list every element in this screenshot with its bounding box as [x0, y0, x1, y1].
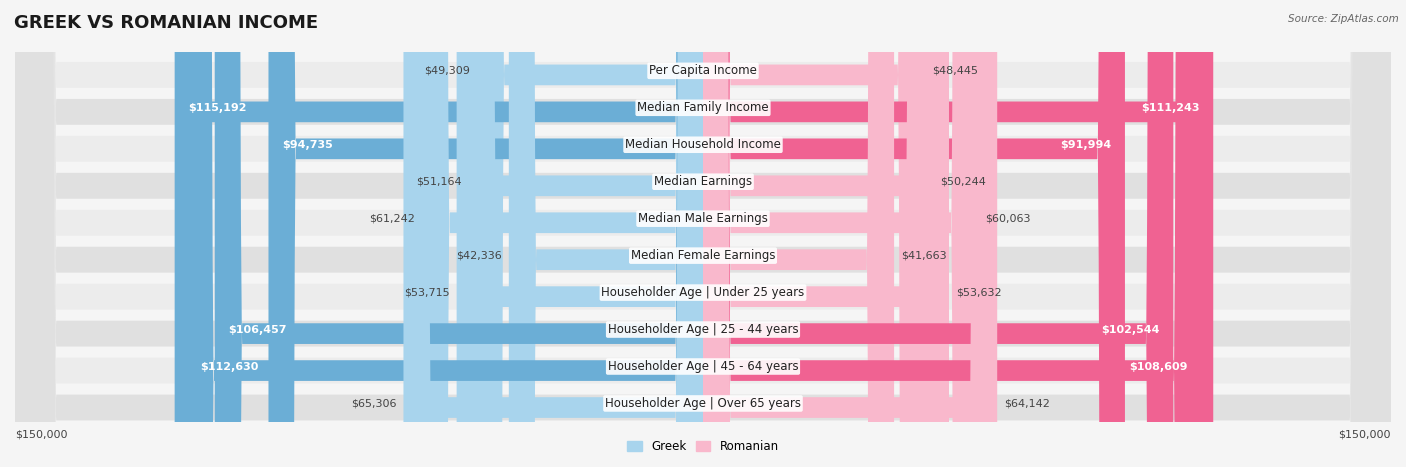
FancyBboxPatch shape: [215, 0, 703, 467]
FancyBboxPatch shape: [509, 0, 703, 467]
Text: Per Capita Income: Per Capita Income: [650, 64, 756, 78]
FancyBboxPatch shape: [15, 0, 1391, 467]
Legend: Greek, Romanian: Greek, Romanian: [627, 440, 779, 453]
FancyBboxPatch shape: [703, 0, 1213, 467]
FancyBboxPatch shape: [15, 0, 1391, 467]
Text: $115,192: $115,192: [188, 103, 247, 113]
FancyBboxPatch shape: [703, 0, 1125, 467]
Text: $111,243: $111,243: [1142, 103, 1199, 113]
Text: $61,242: $61,242: [370, 214, 415, 224]
Text: $65,306: $65,306: [352, 398, 396, 409]
FancyBboxPatch shape: [703, 0, 894, 467]
FancyBboxPatch shape: [15, 0, 1391, 467]
Text: $49,309: $49,309: [425, 66, 470, 76]
Text: $64,142: $64,142: [1004, 398, 1050, 409]
Text: $94,735: $94,735: [283, 140, 333, 150]
FancyBboxPatch shape: [468, 0, 703, 467]
FancyBboxPatch shape: [703, 0, 997, 467]
FancyBboxPatch shape: [703, 0, 979, 467]
FancyBboxPatch shape: [404, 0, 703, 467]
Text: $41,663: $41,663: [901, 251, 946, 261]
FancyBboxPatch shape: [187, 0, 703, 467]
FancyBboxPatch shape: [457, 0, 703, 467]
FancyBboxPatch shape: [703, 0, 1201, 467]
FancyBboxPatch shape: [15, 0, 1391, 467]
Text: Median Male Earnings: Median Male Earnings: [638, 212, 768, 225]
FancyBboxPatch shape: [15, 0, 1391, 467]
Text: $53,715: $53,715: [404, 288, 450, 297]
FancyBboxPatch shape: [703, 0, 1174, 467]
FancyBboxPatch shape: [422, 0, 703, 467]
Text: $48,445: $48,445: [932, 66, 979, 76]
Text: $150,000: $150,000: [15, 430, 67, 440]
Text: Median Family Income: Median Family Income: [637, 101, 769, 114]
FancyBboxPatch shape: [477, 0, 703, 467]
FancyBboxPatch shape: [15, 0, 1391, 467]
Text: $106,457: $106,457: [229, 325, 287, 334]
Text: $50,244: $50,244: [941, 177, 986, 187]
FancyBboxPatch shape: [703, 0, 949, 467]
Text: Householder Age | Over 65 years: Householder Age | Over 65 years: [605, 397, 801, 410]
FancyBboxPatch shape: [15, 0, 1391, 467]
Text: $51,164: $51,164: [416, 177, 461, 187]
Text: Householder Age | 45 - 64 years: Householder Age | 45 - 64 years: [607, 360, 799, 373]
FancyBboxPatch shape: [703, 0, 925, 467]
Text: $53,632: $53,632: [956, 288, 1001, 297]
FancyBboxPatch shape: [269, 0, 703, 467]
Text: $60,063: $60,063: [986, 214, 1031, 224]
FancyBboxPatch shape: [174, 0, 703, 467]
Text: Householder Age | Under 25 years: Householder Age | Under 25 years: [602, 286, 804, 299]
Text: Median Household Income: Median Household Income: [626, 138, 780, 151]
Text: GREEK VS ROMANIAN INCOME: GREEK VS ROMANIAN INCOME: [14, 14, 318, 32]
Text: $42,336: $42,336: [456, 251, 502, 261]
FancyBboxPatch shape: [15, 0, 1391, 467]
FancyBboxPatch shape: [15, 0, 1391, 467]
Text: $102,544: $102,544: [1101, 325, 1160, 334]
Text: $91,994: $91,994: [1060, 140, 1111, 150]
Text: $108,609: $108,609: [1129, 361, 1188, 372]
Text: Source: ZipAtlas.com: Source: ZipAtlas.com: [1288, 14, 1399, 24]
FancyBboxPatch shape: [703, 0, 934, 467]
Text: Median Female Earnings: Median Female Earnings: [631, 249, 775, 262]
Text: Median Earnings: Median Earnings: [654, 175, 752, 188]
Text: $112,630: $112,630: [200, 361, 259, 372]
Text: Householder Age | 25 - 44 years: Householder Age | 25 - 44 years: [607, 323, 799, 336]
FancyBboxPatch shape: [15, 0, 1391, 467]
Text: $150,000: $150,000: [1339, 430, 1391, 440]
